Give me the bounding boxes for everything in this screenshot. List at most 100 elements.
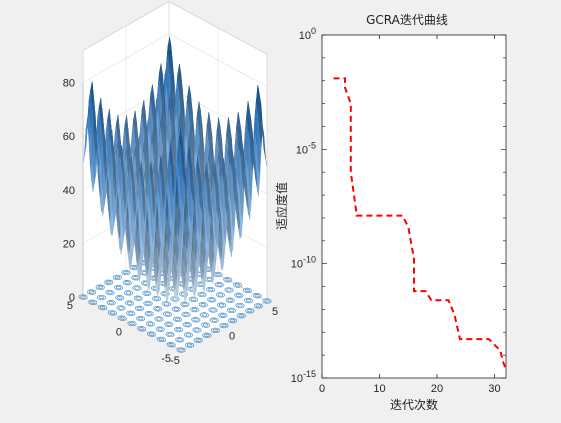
- contour-ring: [174, 317, 181, 322]
- contour-ring: [238, 314, 244, 318]
- contour-ring: [218, 312, 228, 318]
- contour-ring: [97, 285, 103, 289]
- contour-ring: [206, 286, 216, 293]
- contour-ring: [144, 311, 154, 317]
- contour-ring: [168, 343, 174, 347]
- contour-ring: [90, 300, 96, 304]
- contour-ring: [210, 308, 216, 312]
- contour-ring: [178, 348, 184, 352]
- contour-ring: [129, 321, 135, 326]
- contour-ring: [235, 302, 245, 309]
- contour-ring: [176, 347, 186, 353]
- contour-ring: [114, 275, 121, 280]
- contour-ring: [164, 321, 174, 327]
- contour-ring: [219, 322, 229, 329]
- contour-ring: [163, 311, 173, 317]
- contour-ring: [182, 302, 188, 306]
- contour-ring: [146, 312, 152, 316]
- contour-ring: [133, 276, 139, 280]
- contour-ring: [207, 297, 217, 303]
- contour-ring: [242, 287, 252, 294]
- contour-ring: [226, 307, 236, 314]
- contour-ring: [88, 299, 98, 305]
- contour-ring: [126, 301, 133, 305]
- contour-ring: [143, 300, 153, 307]
- contour-ring: [209, 298, 215, 302]
- contour-ring: [156, 336, 166, 343]
- contour-ring: [99, 305, 106, 310]
- contour-ring: [225, 297, 235, 303]
- contour-ring: [184, 323, 190, 327]
- contour-ring: [262, 298, 272, 304]
- contour-ring: [87, 289, 97, 295]
- contour-ring: [218, 303, 225, 307]
- contour-ring: [227, 298, 233, 302]
- z-tick-label: 0: [69, 292, 75, 304]
- contour-ring: [209, 317, 219, 323]
- z-tick-label: 20: [63, 238, 75, 250]
- contour-ring: [147, 331, 157, 337]
- contour-ring: [131, 265, 138, 270]
- contour-ring: [236, 293, 242, 297]
- contour-ring: [157, 327, 163, 331]
- xy-axis-ticks: 5 0 -5 -5 0 5: [67, 300, 278, 367]
- contour-ring: [125, 291, 132, 295]
- contour-ring: [78, 294, 88, 300]
- contour-ring: [115, 295, 125, 301]
- contour-ring: [107, 310, 117, 316]
- contour-ring: [173, 307, 179, 311]
- x-tick-label: 0: [319, 383, 325, 395]
- contour-ring: [183, 332, 193, 338]
- contour-ring: [194, 328, 200, 332]
- contour-ring: [226, 288, 232, 292]
- contour-ring: [191, 317, 201, 323]
- contour-ring: [109, 311, 116, 315]
- axis-ticks: [321, 34, 506, 379]
- contour-ring: [121, 269, 131, 276]
- contour-ring: [217, 302, 227, 308]
- contour-ring: [98, 295, 105, 300]
- contour-ring: [192, 327, 202, 333]
- contour-ring: [155, 326, 165, 332]
- y-tick-label: 0: [116, 327, 122, 339]
- z-axis-ticks: 0 20 40 60 80: [63, 78, 75, 304]
- contour-ring: [179, 291, 189, 297]
- contour-ring: [202, 332, 212, 338]
- x-tick-label: 0: [229, 331, 235, 343]
- contour-ring: [116, 305, 126, 311]
- contour-ring: [174, 326, 184, 333]
- contour-ring: [160, 291, 170, 297]
- contour-ring: [163, 302, 170, 306]
- contour-ring: [155, 307, 161, 311]
- contour-ring: [245, 298, 252, 303]
- contour-ring: [122, 280, 132, 286]
- contour-ring: [215, 292, 225, 298]
- surface-patch: [179, 196, 183, 217]
- contour-ring: [107, 290, 113, 295]
- contour-ring: [244, 297, 254, 304]
- contour-ring: [236, 313, 246, 319]
- contour-ring: [234, 283, 241, 287]
- x-tick-label: 10: [373, 383, 385, 395]
- x-tick-label: 20: [431, 383, 443, 395]
- contour-ring: [220, 313, 226, 317]
- contour-ring: [134, 286, 140, 290]
- contour-ring: [185, 342, 195, 348]
- contour-ring: [156, 317, 162, 321]
- contour-ring: [190, 297, 197, 302]
- contour-ring: [128, 311, 134, 315]
- contour-ring: [154, 316, 164, 322]
- contour-ring: [164, 312, 171, 316]
- contour-ring: [139, 327, 145, 331]
- contour-ring: [253, 303, 263, 309]
- contour-ring: [127, 320, 137, 327]
- contour-ring: [114, 284, 124, 291]
- contour-ring: [95, 284, 105, 290]
- contour-ring: [197, 291, 207, 298]
- x-tick-label: -5: [170, 355, 180, 367]
- contour-ring: [133, 295, 143, 301]
- contour-ring: [158, 337, 165, 342]
- contour-ring: [199, 292, 205, 297]
- convergence-plot: GCRA迭代曲线 0 10 20 30 100 10-5 10-10 10-15…: [274, 13, 507, 412]
- surface-plot: F9 0 20 40 60 80 5 0 -5 -5 0 5: [63, 0, 278, 367]
